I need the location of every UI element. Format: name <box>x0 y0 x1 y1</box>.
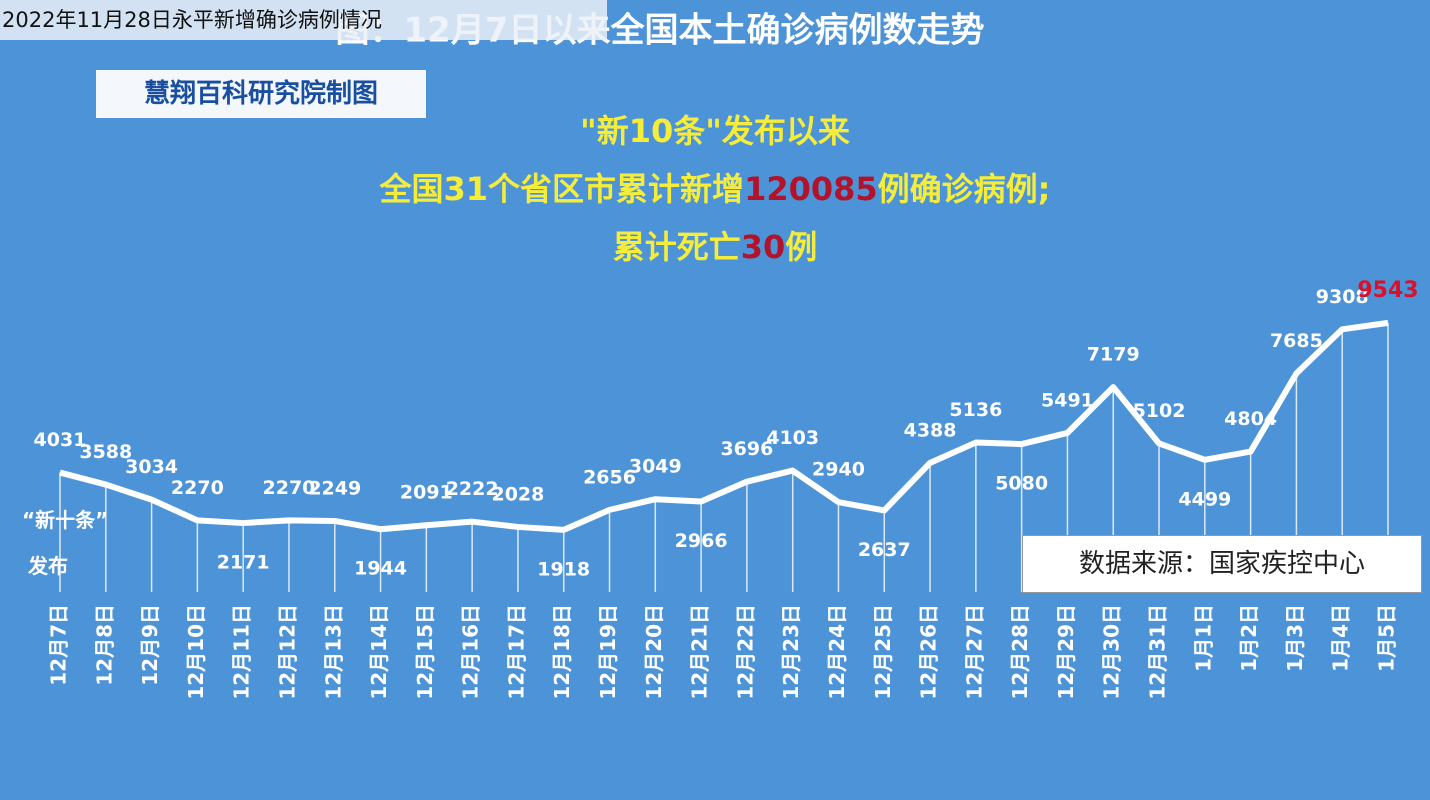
x-tick-label: 12月7日 <box>47 604 71 686</box>
data-label: 5080 <box>995 473 1048 495</box>
x-tick-label: 12月27日 <box>962 604 986 700</box>
annotation-number: 120085 <box>744 170 878 208</box>
annotation-text: 例确诊病例; <box>877 170 1051 208</box>
x-tick-label: 12月8日 <box>92 604 116 686</box>
data-label: 3696 <box>720 438 773 460</box>
data-label: 3034 <box>125 456 178 478</box>
data-label: 7685 <box>1270 330 1323 352</box>
data-label: 2940 <box>812 459 865 481</box>
x-tick-label: 12月31日 <box>1146 604 1170 700</box>
data-line <box>59 319 1389 533</box>
x-tick-label: 12月21日 <box>688 604 712 700</box>
data-label: 2637 <box>858 539 911 561</box>
data-label: 2270 <box>171 477 224 499</box>
data-label: 1918 <box>537 558 590 580</box>
x-tick-label: 12月9日 <box>138 604 162 686</box>
x-tick-label: 12月17日 <box>504 604 528 700</box>
data-label: 5491 <box>1041 389 1094 411</box>
annotation: 全国31个省区市累计新增120085例确诊病例; <box>0 164 1430 210</box>
x-tick-label: 12月16日 <box>459 604 483 700</box>
x-tick-label: 12月13日 <box>321 604 345 700</box>
annotation-number: 30 <box>740 228 786 266</box>
x-tick-label: 12月12日 <box>275 604 299 700</box>
x-tick-label: 12月11日 <box>230 604 254 700</box>
x-tick-label: 12月19日 <box>596 604 620 700</box>
data-label: 2249 <box>308 477 361 499</box>
data-label: 2222 <box>446 478 499 500</box>
data-label: 4103 <box>766 427 819 449</box>
x-tick-label: 1月3日 <box>1283 604 1307 672</box>
data-label: 2270 <box>263 477 316 499</box>
badge: 慧翔百科研究院制图 <box>96 70 426 118</box>
data-label: 9543 <box>1357 278 1418 303</box>
x-tick-label: 12月15日 <box>413 604 437 700</box>
data-label: 4388 <box>904 419 957 441</box>
x-tick-label: 12月20日 <box>642 604 666 700</box>
x-tick-label: 12月26日 <box>917 604 941 700</box>
marker-label: 发布 <box>28 554 68 578</box>
x-tick-label: 12月29日 <box>1054 604 1078 700</box>
annotation-text: 累计死亡 <box>612 228 741 266</box>
annotation: 累计死亡30例 <box>0 222 1430 268</box>
data-label: 3049 <box>629 456 682 478</box>
data-label: 3588 <box>79 441 132 463</box>
data-label: 2028 <box>491 483 544 505</box>
annotation: "新10条"发布以来 <box>580 112 850 150</box>
data-label: 2656 <box>583 466 636 488</box>
data-label: 4031 <box>34 429 87 451</box>
data-label: 2171 <box>217 552 270 574</box>
x-tick-label: 1月2日 <box>1237 604 1261 672</box>
data-label: 9308 <box>1316 286 1369 308</box>
x-tick-label: 12月25日 <box>871 604 895 700</box>
data-label: 5136 <box>949 399 1002 421</box>
x-tick-label: 12月10日 <box>184 604 208 700</box>
data-label: 1944 <box>354 558 407 580</box>
data-label: 5102 <box>1133 400 1186 422</box>
caption: 2022年11月28日永平新增确诊病例情况 <box>0 0 607 40</box>
x-tick-label: 12月14日 <box>367 604 391 700</box>
data-label: 2966 <box>675 530 728 552</box>
x-tick-label: 1月4日 <box>1329 604 1353 672</box>
x-tick-label: 12月28日 <box>1008 604 1032 700</box>
x-tick-label: 12月18日 <box>550 604 574 700</box>
x-tick-label: 12月30日 <box>1100 604 1124 700</box>
source: 数据来源：国家疾控中心 <box>1022 535 1422 593</box>
x-tick-label: 1月5日 <box>1375 604 1399 672</box>
x-tick-label: 12月23日 <box>779 604 803 700</box>
x-tick-label: 12月22日 <box>733 604 757 700</box>
x-tick-label: 12月24日 <box>825 604 849 700</box>
annotation-text: 全国31个省区市累计新增 <box>379 170 745 208</box>
annotation-text: 例 <box>785 228 818 266</box>
x-tick-label: 1月1日 <box>1191 604 1215 672</box>
data-label: 4499 <box>1178 488 1231 510</box>
data-label: 7179 <box>1087 344 1140 366</box>
marker-label: “新十条” <box>22 508 109 532</box>
data-label: 2091 <box>400 482 453 504</box>
data-label: 4804 <box>1224 408 1277 430</box>
